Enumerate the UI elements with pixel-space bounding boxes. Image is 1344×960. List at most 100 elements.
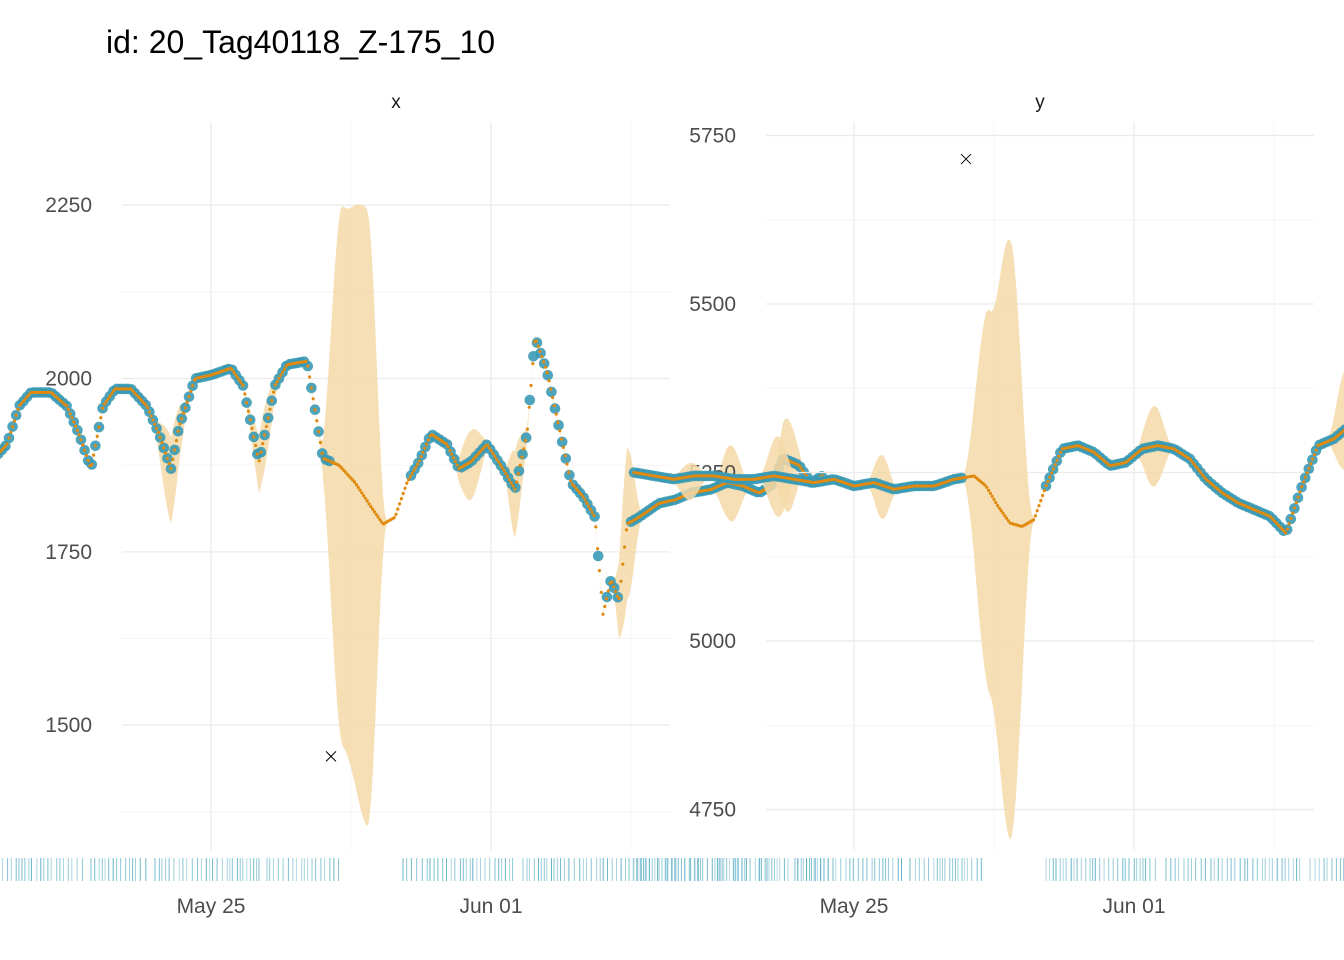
fitted-point [486, 444, 490, 448]
fitted-point [11, 425, 15, 429]
fitted-point [176, 429, 180, 433]
observed-point [513, 465, 525, 477]
fitted-point [108, 394, 112, 398]
fitted-point [356, 485, 360, 489]
fitted-point [230, 368, 234, 372]
fitted-point [801, 469, 805, 473]
fitted-point [372, 510, 376, 514]
fitted-point [151, 418, 155, 422]
fitted-point [516, 472, 521, 476]
fitted-point [187, 395, 191, 399]
fitted-point [1005, 516, 1009, 520]
fitted-point [493, 454, 497, 459]
fitted-point [536, 344, 540, 348]
fitted-point [1300, 485, 1304, 489]
fitted-point [569, 479, 573, 483]
fitted-point [169, 467, 173, 471]
fitted-point [191, 384, 195, 388]
observed-point [531, 337, 543, 349]
fitted-point [504, 471, 508, 476]
fitted-point [261, 442, 265, 446]
fitted-point [1284, 531, 1288, 535]
fitted-point [547, 379, 551, 383]
fitted-point [999, 509, 1003, 513]
fitted-point [797, 463, 801, 468]
observed-point [517, 449, 528, 460]
fitted-point [12, 419, 16, 423]
fitted-point [985, 485, 989, 489]
fitted-point [563, 454, 567, 458]
fitted-point [529, 383, 533, 388]
fitted-point [311, 397, 315, 401]
fitted-point [525, 427, 530, 431]
fitted-point [1194, 464, 1198, 468]
fitted-point [552, 404, 557, 408]
fitted-point [367, 502, 371, 506]
fitted-point [450, 452, 454, 456]
fitted-point [513, 487, 517, 491]
fitted-point [277, 376, 281, 381]
fitted-point [549, 387, 553, 391]
fitted-point [1035, 509, 1039, 513]
fitted-point [1192, 462, 1196, 466]
fitted-point [1293, 506, 1297, 510]
fitted-point [1285, 527, 1289, 531]
rug [633, 858, 1344, 881]
facet-label: x [391, 92, 401, 113]
fitted-point [988, 491, 993, 495]
fitted-point [520, 455, 524, 459]
fitted-point [1053, 463, 1057, 467]
panel-x: x 1500 1750 2000 2250 May 25 Jun 01 [0, 92, 829, 918]
fitted-point [83, 448, 87, 452]
fitted-point [241, 383, 245, 388]
fitted-point [507, 478, 511, 482]
fitted-point [1289, 516, 1293, 521]
fitted-point [1199, 471, 1203, 475]
fitted-point [282, 367, 286, 371]
fitted-point [353, 480, 357, 484]
fitted-point [1294, 500, 1298, 505]
fitted-point [405, 481, 409, 485]
fitted-point [162, 446, 166, 450]
fitted-point [243, 392, 247, 396]
fitted-point [1314, 448, 1318, 452]
fitted-point [318, 440, 322, 445]
observed-point [538, 358, 550, 369]
fitted-point [452, 456, 456, 460]
fitted-point [189, 389, 193, 393]
fitted-point [1298, 490, 1302, 494]
x-tick-label: May 25 [820, 895, 889, 918]
fitted-point [1059, 450, 1063, 454]
fitted-point [1055, 458, 1059, 463]
fitted-point [77, 433, 81, 437]
fitted-point [524, 438, 528, 443]
fitted-point [576, 488, 580, 492]
fitted-point [1307, 466, 1311, 470]
fitted-point [455, 463, 459, 467]
fitted-point [1305, 471, 1309, 475]
fitted-point [374, 512, 378, 516]
fitted-point [518, 463, 522, 467]
fitted-point [99, 416, 103, 420]
fitted-point [21, 399, 25, 403]
x-tick-label: May 25 [177, 895, 246, 918]
fitted-point [407, 478, 411, 482]
fitted-point [542, 360, 546, 364]
fitted-point [20, 401, 24, 405]
fitted-point [1302, 480, 1306, 484]
fitted-point [164, 451, 168, 455]
fitted-point [1195, 466, 1199, 470]
gridlines [766, 122, 1314, 850]
fitted-point [315, 419, 319, 423]
fitted-point [606, 589, 611, 593]
fitted-point [619, 579, 623, 583]
fitted-point [1057, 454, 1061, 458]
fitted-point [565, 462, 569, 466]
fitted-point [1042, 488, 1046, 493]
fitted-point [425, 442, 429, 446]
fitted-point [234, 373, 238, 377]
fitted-point [369, 504, 373, 509]
fitted-point [93, 444, 97, 448]
